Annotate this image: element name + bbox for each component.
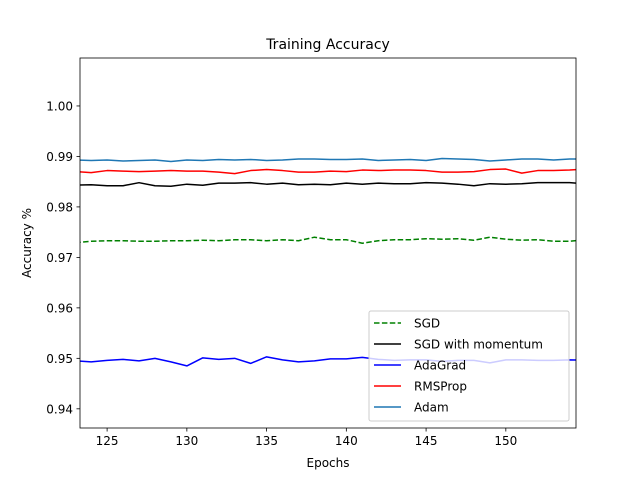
x-tick-label: 135 [255, 434, 278, 448]
x-tick-label: 130 [175, 434, 198, 448]
y-axis-label: Accuracy % [20, 208, 34, 278]
x-tick-label: 140 [335, 434, 358, 448]
legend-label-1: SGD with momentum [414, 338, 543, 352]
legend: SGD SGD with momentum AdaGrad RMSProp Adam [368, 310, 570, 422]
series-line-4 [80, 157, 576, 163]
legend-label-2: AdaGrad [414, 359, 466, 373]
y-tick-label: 0.95 [46, 352, 73, 366]
legend-box [368, 310, 570, 422]
series-line-0 [80, 236, 576, 244]
x-axis-label: Epochs [307, 456, 350, 470]
legend-label-3: RMSProp [414, 380, 467, 394]
legend-label-0: SGD [414, 317, 440, 331]
y-tick-label: 0.94 [46, 402, 73, 416]
series-line-1 [80, 181, 576, 187]
x-axis-ticks: 125 130 135 140 145 150 [96, 428, 517, 448]
x-tick-label: 145 [415, 434, 438, 448]
chart-title: Training Accuracy [265, 37, 390, 53]
x-tick-label: 150 [494, 434, 517, 448]
plot-frame [79, 57, 577, 429]
series-line-3 [80, 168, 576, 175]
y-axis-ticks: 0.94 0.95 0.96 0.97 0.98 0.99 1.00 [46, 99, 80, 416]
y-tick-label: 0.96 [46, 301, 73, 315]
legend-label-4: Adam [414, 401, 449, 415]
y-tick-label: 0.99 [46, 150, 73, 164]
y-tick-label: 0.97 [46, 251, 73, 265]
y-tick-label: 0.98 [46, 200, 73, 214]
y-tick-label: 1.00 [46, 99, 73, 113]
x-tick-label: 125 [96, 434, 119, 448]
